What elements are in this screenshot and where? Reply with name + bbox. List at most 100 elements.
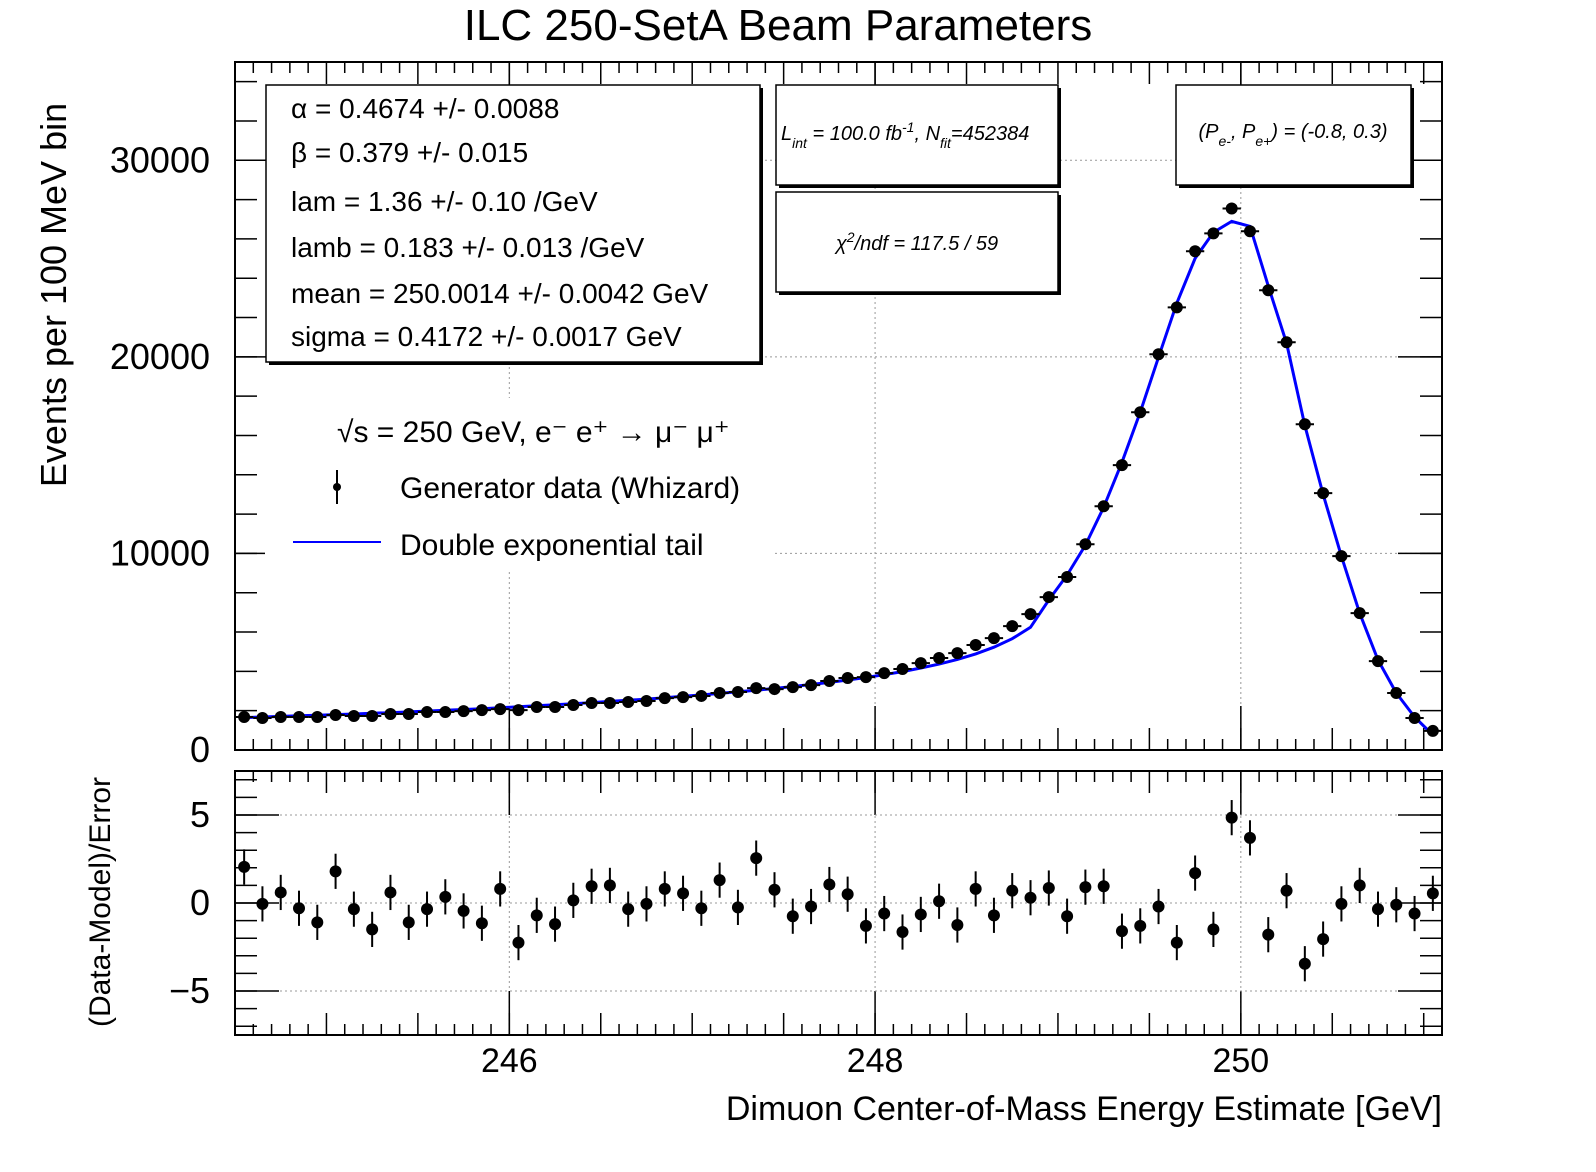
residual-point (311, 916, 324, 929)
residual-point (768, 883, 781, 896)
stats-line: sigma = 0.4172 +/- 0.0017 GeV (291, 321, 682, 352)
data-point (878, 667, 891, 680)
data-point (512, 704, 525, 717)
data-point (475, 704, 488, 717)
stats-line: mean = 250.0014 +/- 0.0042 GeV (291, 278, 709, 309)
y-tick-label: 30000 (110, 139, 210, 180)
residual-point (366, 923, 379, 936)
lumi-text-part: =452384 (951, 123, 1029, 145)
data-point (933, 652, 946, 665)
data-point (384, 708, 397, 721)
residual-point (1298, 957, 1311, 970)
data-point (969, 639, 982, 652)
residual-point (1353, 879, 1366, 892)
residual-point (622, 903, 635, 916)
data-point (1335, 550, 1348, 563)
chi2-text: χ2/ndf = 117.5 / 59 (834, 229, 998, 255)
data-point (1006, 620, 1019, 633)
residual-point (969, 882, 982, 895)
legend-label: Generator data (Whizard) (400, 472, 740, 505)
data-point (603, 697, 616, 710)
residual-point (1006, 884, 1019, 897)
residual-point (750, 852, 763, 865)
data-point (658, 692, 671, 705)
data-point (1390, 686, 1403, 699)
polarization-text-part: e- (1218, 133, 1231, 149)
residual-point (1390, 898, 1403, 911)
data-point (640, 695, 653, 708)
residual-point (1207, 923, 1220, 936)
polarization-text-part: (P (1198, 121, 1219, 143)
chi2-text-part: χ (834, 233, 848, 255)
polarization-box (1175, 84, 1412, 186)
y-tick-label: 5 (190, 794, 210, 835)
data-point (1170, 301, 1183, 314)
residual-point (841, 888, 854, 901)
residual-point (421, 903, 434, 916)
residual-point (731, 901, 744, 914)
polarization-text-part: e+ (1255, 133, 1271, 149)
plot-frame (234, 770, 1443, 1036)
residual-point (914, 908, 927, 921)
data-point (1243, 225, 1256, 238)
data-point (1079, 538, 1092, 551)
residual-point (329, 865, 342, 878)
residual-point (1280, 884, 1293, 897)
data-point (768, 683, 781, 696)
residual-point (878, 907, 891, 920)
data-point (1042, 591, 1055, 604)
residual-point (402, 916, 415, 929)
legend-title: √s = 250 GeV, e⁻ e⁺ → μ⁻ μ⁺ (337, 416, 730, 449)
residual-point (457, 904, 470, 917)
residual-point (1024, 891, 1037, 904)
data-point (347, 709, 360, 722)
chi2-text-part: /ndf = 117.5 / 59 (853, 233, 999, 255)
data-point (329, 709, 342, 722)
x-tick-label: 248 (847, 1042, 904, 1080)
residual-point (1134, 919, 1147, 932)
data-point (677, 691, 690, 704)
stats-line: lam = 1.36 +/- 0.10 /GeV (291, 186, 598, 217)
data-point (914, 657, 927, 670)
data-point (805, 679, 818, 692)
residual-point (238, 860, 251, 873)
lumi-text-part: int (792, 135, 808, 151)
residual-point (256, 897, 269, 910)
residual-point (1115, 925, 1128, 938)
residual-point (1042, 882, 1055, 895)
y-tick-label: 0 (190, 882, 210, 923)
data-point (951, 647, 964, 660)
legend-marker (333, 483, 341, 491)
data-point (1280, 336, 1293, 349)
x-tick-label: 250 (1212, 1042, 1269, 1080)
polarization-text-part: , P (1231, 121, 1256, 143)
residual-point (347, 903, 360, 916)
stats-line: β = 0.379 +/- 0.015 (291, 137, 528, 168)
residual-point (695, 902, 708, 915)
y-tick-label: 0 (190, 729, 210, 770)
residual-point (786, 910, 799, 923)
data-point (713, 686, 726, 699)
lumi-text: Lint = 100.0 fb-1, Nfit=452384 (781, 119, 1029, 151)
data-point (1024, 608, 1037, 621)
data-point (402, 708, 415, 721)
residual-point (384, 886, 397, 899)
residual-point (1152, 900, 1165, 913)
data-point (1298, 418, 1311, 431)
lumi-text-part: = 100.0 fb (807, 123, 902, 145)
data-point (1061, 571, 1074, 584)
residual-point (987, 909, 1000, 922)
data-point (896, 663, 909, 676)
residual-point (1408, 907, 1421, 920)
lumi-text-part: -1 (902, 119, 914, 135)
residual-point (494, 882, 507, 895)
data-point (1115, 459, 1128, 472)
residual-point (585, 880, 598, 893)
residual-y-axis-label: (Data-Model)/Error (84, 777, 117, 1027)
data-point (274, 710, 287, 723)
data-point (439, 706, 452, 719)
lumi-box (775, 84, 1059, 186)
legend-label: Double exponential tail (400, 529, 704, 562)
data-point (366, 709, 379, 722)
residual-point (1426, 887, 1439, 900)
